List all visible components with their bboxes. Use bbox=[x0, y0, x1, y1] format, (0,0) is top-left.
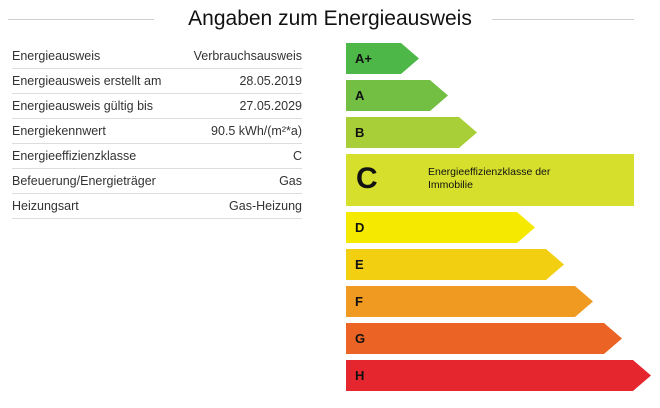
detail-row: Energieausweis erstellt am 28.05.2019 bbox=[12, 69, 302, 94]
energy-efficiency-scale: A+ A B C Energieeffizienzklasse der Immobili… bbox=[346, 43, 656, 393]
energy-bar bbox=[346, 286, 593, 317]
current-class-description: Energieeffizienzklasse der Immobilie bbox=[428, 166, 551, 191]
energy-class-label: B bbox=[355, 125, 365, 140]
energy-bar bbox=[346, 212, 535, 243]
energy-bar-current bbox=[346, 154, 634, 206]
detail-row: Energieeffizienzklasse C bbox=[12, 144, 302, 169]
energy-bar bbox=[346, 360, 651, 391]
energy-bar bbox=[346, 249, 564, 280]
detail-label: Energieausweis gültig bis bbox=[12, 99, 154, 113]
current-class-letter: C bbox=[356, 162, 378, 195]
detail-value: Gas bbox=[279, 174, 302, 188]
detail-label: Energiekennwert bbox=[12, 124, 106, 138]
detail-row: Heizungsart Gas-Heizung bbox=[12, 194, 302, 219]
detail-value: 27.05.2029 bbox=[239, 99, 302, 113]
detail-label: Energieausweis erstellt am bbox=[12, 74, 162, 88]
energy-scale-graphic bbox=[346, 43, 651, 391]
energy-bar bbox=[346, 323, 622, 354]
detail-row: Befeuerung/Energieträger Gas bbox=[12, 169, 302, 194]
energy-class-label: F bbox=[355, 294, 363, 309]
energy-class-label: H bbox=[355, 368, 365, 383]
header-divider-left bbox=[8, 19, 154, 20]
energy-class-label: G bbox=[355, 331, 366, 346]
energy-bar bbox=[346, 117, 477, 148]
section-title: Angaben zum Energieausweis bbox=[0, 4, 660, 34]
detail-value: 90.5 kWh/(m²*a) bbox=[211, 124, 302, 138]
detail-label: Heizungsart bbox=[12, 199, 79, 213]
header-divider-right bbox=[492, 19, 634, 20]
detail-row: Energieausweis Verbrauchsausweis bbox=[12, 44, 302, 69]
energy-class-label: A bbox=[355, 88, 365, 103]
energy-class-label: D bbox=[355, 220, 365, 235]
detail-row: Energieausweis gültig bis 27.05.2029 bbox=[12, 94, 302, 119]
section-header: Angaben zum Energieausweis bbox=[0, 4, 660, 34]
energy-class-label: E bbox=[355, 257, 364, 272]
detail-label: Befeuerung/Energieträger bbox=[12, 174, 156, 188]
detail-label: Energieeffizienzklasse bbox=[12, 149, 137, 163]
energy-class-label: A+ bbox=[355, 51, 372, 66]
detail-value: Verbrauchsausweis bbox=[193, 49, 302, 63]
detail-value: C bbox=[292, 149, 302, 163]
detail-label: Energieausweis bbox=[12, 49, 101, 63]
detail-value: Gas-Heizung bbox=[229, 199, 302, 213]
energy-bar bbox=[346, 80, 448, 111]
detail-row: Energiekennwert 90.5 kWh/(m²*a) bbox=[12, 119, 302, 144]
energy-bar bbox=[346, 43, 419, 74]
energy-certificate-details: Energieausweis Verbrauchsausweis Energieau… bbox=[12, 44, 302, 219]
detail-value: 28.05.2019 bbox=[239, 74, 302, 88]
